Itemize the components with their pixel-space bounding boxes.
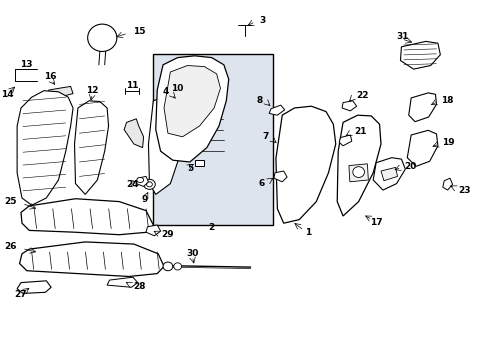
Text: 6: 6 [259,179,264,188]
Text: 1: 1 [305,229,310,238]
Text: 27: 27 [15,290,27,299]
Text: 7: 7 [262,132,268,141]
Polygon shape [273,171,286,182]
Text: 2: 2 [208,223,214,232]
Ellipse shape [352,167,364,177]
Text: 8: 8 [256,96,262,105]
Polygon shape [339,135,351,146]
Text: 17: 17 [369,218,382,227]
Text: 3: 3 [259,16,265,25]
Polygon shape [407,130,437,166]
Text: 23: 23 [457,186,469,195]
Text: 22: 22 [356,91,368,100]
Ellipse shape [162,144,171,151]
Text: 28: 28 [133,282,145,291]
Polygon shape [74,101,108,194]
Text: 14: 14 [1,90,14,99]
Polygon shape [124,119,143,148]
Polygon shape [194,160,204,166]
Polygon shape [372,158,405,190]
Text: 19: 19 [441,138,454,147]
Ellipse shape [163,262,172,271]
Text: 5: 5 [187,164,193,173]
Text: 30: 30 [185,249,198,258]
Text: 29: 29 [161,230,173,239]
Ellipse shape [143,179,155,189]
Text: 21: 21 [353,127,366,136]
Text: 15: 15 [133,27,145,36]
Text: 11: 11 [125,81,138,90]
Text: 25: 25 [4,197,17,206]
Polygon shape [156,56,228,162]
Text: 20: 20 [404,162,416,171]
Polygon shape [17,91,73,205]
Polygon shape [17,281,51,293]
Ellipse shape [137,177,143,183]
Polygon shape [408,93,436,122]
Polygon shape [163,66,220,137]
Bar [153,54,272,225]
Ellipse shape [163,125,172,134]
Polygon shape [348,164,367,182]
Polygon shape [107,277,138,287]
Polygon shape [21,199,153,235]
Polygon shape [342,101,356,111]
Polygon shape [148,95,186,194]
Polygon shape [49,86,73,98]
Polygon shape [337,115,380,216]
Text: 26: 26 [4,242,17,251]
Polygon shape [380,167,397,181]
Text: 10: 10 [171,84,183,93]
Text: 9: 9 [142,194,148,204]
Ellipse shape [146,182,152,187]
Polygon shape [400,41,440,69]
Polygon shape [442,178,451,190]
Polygon shape [136,176,148,186]
Polygon shape [268,105,284,115]
Polygon shape [275,106,335,223]
Polygon shape [20,242,163,276]
Text: 12: 12 [86,86,99,95]
Ellipse shape [87,24,117,51]
Text: 4: 4 [162,87,168,96]
Text: 13: 13 [20,60,32,69]
Text: 18: 18 [441,96,453,105]
Text: 31: 31 [396,32,408,41]
Text: 24: 24 [126,180,139,189]
Polygon shape [146,225,160,236]
Text: 16: 16 [44,72,56,81]
Ellipse shape [173,263,181,270]
